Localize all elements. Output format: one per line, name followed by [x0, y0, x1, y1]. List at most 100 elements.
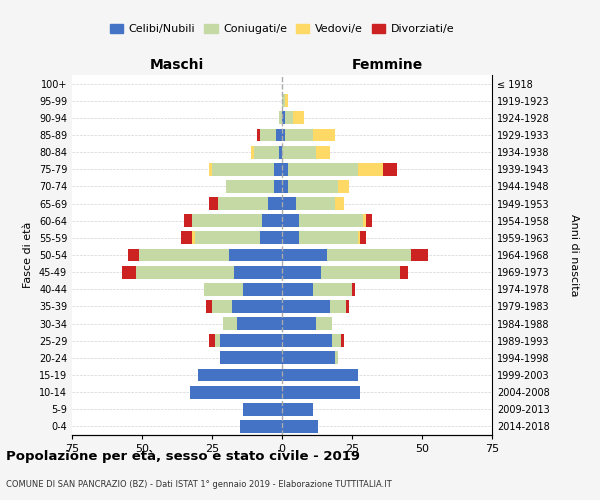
Bar: [279, 146, 282, 158]
Bar: [218, 197, 268, 210]
Bar: [223, 317, 237, 330]
Text: Maschi: Maschi: [150, 58, 204, 71]
Bar: [220, 334, 282, 347]
Bar: [335, 352, 338, 364]
Bar: [122, 266, 136, 278]
Bar: [262, 214, 282, 227]
Bar: [277, 128, 282, 141]
Bar: [279, 112, 282, 124]
Bar: [268, 197, 282, 210]
Bar: [181, 232, 193, 244]
Bar: [282, 334, 332, 347]
Bar: [193, 214, 262, 227]
Bar: [299, 214, 363, 227]
Bar: [243, 403, 282, 415]
Bar: [282, 368, 358, 382]
Bar: [358, 163, 383, 175]
Text: Popolazione per età, sesso e stato civile - 2019: Popolazione per età, sesso e stato civil…: [6, 450, 360, 463]
Bar: [237, 317, 282, 330]
Bar: [198, 368, 282, 382]
Bar: [128, 248, 139, 262]
Bar: [193, 232, 195, 244]
Bar: [313, 283, 352, 296]
Bar: [195, 232, 260, 244]
Bar: [352, 283, 355, 296]
Bar: [335, 197, 344, 210]
Bar: [235, 266, 282, 278]
Bar: [232, 300, 282, 313]
Bar: [282, 403, 313, 415]
Bar: [338, 180, 349, 193]
Bar: [229, 248, 282, 262]
Bar: [282, 248, 327, 262]
Bar: [206, 300, 212, 313]
Bar: [257, 128, 260, 141]
Bar: [282, 94, 285, 107]
Bar: [220, 352, 282, 364]
Bar: [209, 163, 212, 175]
Bar: [358, 232, 361, 244]
Bar: [226, 180, 274, 193]
Bar: [190, 386, 282, 398]
Bar: [285, 112, 293, 124]
Bar: [282, 112, 285, 124]
Bar: [366, 214, 371, 227]
Bar: [327, 248, 411, 262]
Text: COMUNE DI SAN PANCRAZIO (BZ) - Dati ISTAT 1° gennaio 2019 - Elaborazione TUTTITA: COMUNE DI SAN PANCRAZIO (BZ) - Dati ISTA…: [6, 480, 392, 489]
Bar: [282, 180, 287, 193]
Bar: [282, 232, 299, 244]
Bar: [296, 197, 335, 210]
Bar: [251, 146, 254, 158]
Bar: [383, 163, 397, 175]
Bar: [346, 300, 349, 313]
Bar: [282, 197, 296, 210]
Bar: [293, 112, 304, 124]
Bar: [243, 283, 282, 296]
Bar: [400, 266, 408, 278]
Bar: [203, 283, 243, 296]
Bar: [282, 266, 321, 278]
Bar: [282, 352, 335, 364]
Bar: [316, 317, 332, 330]
Bar: [285, 128, 313, 141]
Bar: [321, 266, 400, 278]
Bar: [274, 180, 282, 193]
Bar: [282, 214, 299, 227]
Bar: [329, 300, 346, 313]
Bar: [282, 420, 319, 433]
Bar: [411, 248, 428, 262]
Bar: [332, 334, 341, 347]
Bar: [282, 128, 285, 141]
Legend: Celibi/Nubili, Coniugati/e, Vedovi/e, Divorziati/e: Celibi/Nubili, Coniugati/e, Vedovi/e, Di…: [106, 20, 458, 38]
Bar: [313, 128, 335, 141]
Bar: [282, 163, 287, 175]
Bar: [136, 266, 235, 278]
Bar: [212, 300, 232, 313]
Bar: [274, 163, 282, 175]
Bar: [287, 163, 358, 175]
Bar: [363, 214, 366, 227]
Bar: [341, 334, 344, 347]
Bar: [287, 180, 338, 193]
Bar: [209, 197, 218, 210]
Bar: [282, 386, 361, 398]
Bar: [260, 128, 277, 141]
Text: Femmine: Femmine: [352, 58, 422, 71]
Bar: [282, 146, 316, 158]
Bar: [282, 300, 329, 313]
Bar: [184, 214, 193, 227]
Y-axis label: Fasce di età: Fasce di età: [23, 222, 33, 288]
Bar: [260, 232, 282, 244]
Bar: [209, 334, 215, 347]
Bar: [240, 420, 282, 433]
Bar: [316, 146, 329, 158]
Bar: [282, 283, 313, 296]
Bar: [215, 334, 220, 347]
Bar: [212, 163, 274, 175]
Bar: [139, 248, 229, 262]
Bar: [285, 94, 287, 107]
Bar: [282, 317, 316, 330]
Bar: [299, 232, 358, 244]
Bar: [361, 232, 366, 244]
Y-axis label: Anni di nascita: Anni di nascita: [569, 214, 579, 296]
